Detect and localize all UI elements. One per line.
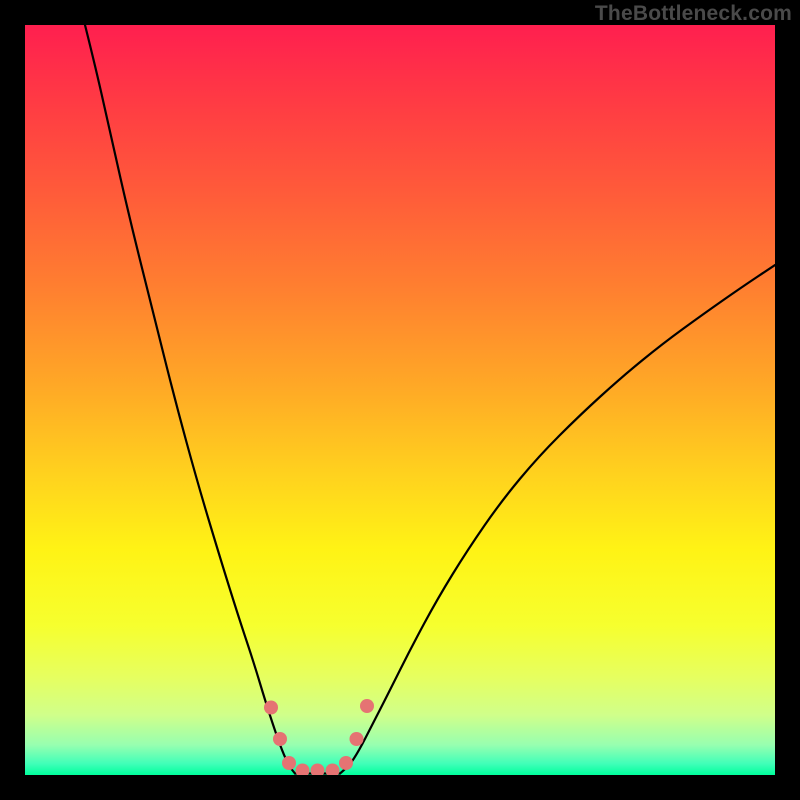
marker-dot <box>264 701 278 715</box>
plot-svg <box>25 25 775 775</box>
marker-dot <box>339 756 353 770</box>
marker-dot <box>360 699 374 713</box>
marker-dot <box>282 756 296 770</box>
watermark-label: TheBottleneck.com <box>595 2 792 26</box>
marker-dot <box>273 732 287 746</box>
chart-frame: TheBottleneck.com <box>0 0 800 800</box>
plot-area <box>25 25 775 775</box>
marker-dot <box>350 732 364 746</box>
